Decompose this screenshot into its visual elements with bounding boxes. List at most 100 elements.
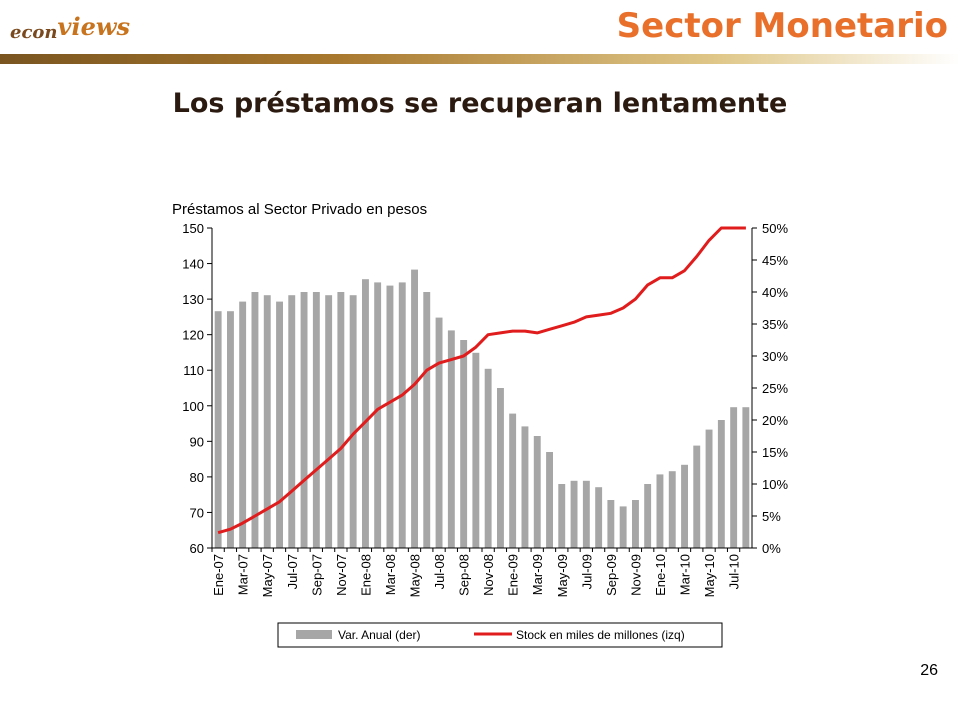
bar-Nov-09 [632,500,639,548]
axes-layer: 60 70 80 90 100 110 120 130 140 150 0% 5% 10% 15% 20% 2… [182,221,788,597]
line-layer [217,226,746,535]
bar-Mar-07 [239,301,247,548]
bar-Feb-08 [374,282,382,548]
left-tick-label: 140 [182,257,204,272]
bar-May-07 [263,295,271,548]
bar-Feb-07 [227,311,234,548]
bar-Dic-09 [644,484,652,548]
bar-Jun-09 [570,480,578,548]
x-tick-label: Jul-10 [727,554,742,589]
logo-prefix: econ [10,22,58,43]
bar-Jul-07 [288,295,296,548]
bar-May-09 [558,484,566,548]
x-tick-label: Jul-07 [285,554,300,589]
bar-Nov-08 [484,368,492,548]
left-tick-label: 90 [190,434,204,449]
x-tick-label: Mar-08 [383,554,398,595]
right-tick-label: 35% [762,317,788,332]
bar-Feb-09 [521,426,529,548]
section-title: Sector Monetario [616,6,948,46]
bar-Ene-09 [509,413,517,548]
left-tick-label: 130 [182,292,204,307]
bar-Dic-08 [497,388,504,548]
bar-Nov-07 [337,292,345,548]
right-tick-label: 0% [762,541,781,556]
x-tick-label: May-10 [702,554,717,597]
x-tick-label: Nov-09 [628,554,643,596]
bar-Ago-07 [300,292,308,548]
right-tick-label: 5% [762,509,781,524]
left-tick-label: 150 [182,221,204,236]
right-tick-label: 20% [762,413,788,428]
page-number: 26 [920,662,938,679]
bar-Ene-07 [214,311,222,548]
left-tick-label: 100 [182,399,204,414]
right-tick-label: 25% [762,381,788,396]
x-tick-label: Jul-09 [579,554,594,589]
bar-May-10 [705,429,713,548]
bar-Sep-09 [607,500,615,548]
bar-Jul-09 [582,480,590,548]
slide-title: Los préstamos se recuperan lentamente [172,88,788,119]
bar-Abr-07 [251,292,259,548]
bar-Ago-08 [447,330,455,548]
x-tick-label: Nov-08 [481,554,496,596]
bar-Jun-08 [423,292,431,548]
bar-Oct-07 [325,295,333,548]
econviews-logo: econviews [10,12,130,44]
bar-Oct-09 [619,506,627,548]
bar-Abr-10 [693,445,701,548]
x-tick-label: May-08 [408,554,423,597]
left-tick-label: 60 [190,541,204,556]
bar-Jul-08 [435,317,443,548]
x-tick-label: May-09 [555,554,570,597]
left-tick-label: 110 [183,363,204,378]
logo-suffix: views [57,12,131,41]
right-tick-label: 15% [762,445,788,460]
stock-line [217,226,746,535]
bar-Dic-07 [349,295,357,548]
x-tick-label: Sep-08 [457,554,472,596]
x-tick-label: May-07 [260,554,275,597]
bar-Ene-10 [656,474,664,548]
x-tick-label: Sep-09 [604,554,619,596]
legend-bar-swatch [296,630,332,639]
right-tick-label: 10% [762,477,788,492]
x-tick-label: Ene-07 [211,554,226,596]
x-tick-label: Sep-07 [309,554,324,596]
bar-Jun-10 [717,420,725,548]
bar-Ago-09 [595,487,603,548]
x-tick-label: Mar-09 [530,554,545,595]
bar-Mar-08 [386,285,394,548]
x-tick-label: Ene-10 [653,554,668,596]
chart-title: Préstamos al Sector Privado en pesos [172,201,427,218]
bars-layer [214,269,750,548]
x-tick-label: Ene-09 [506,554,521,596]
x-tick-label: Ene-08 [358,554,373,596]
bar-Jul-10 [730,407,738,548]
bar-Sep-07 [312,292,320,548]
bar-Abr-08 [398,282,406,548]
bar-Ene-08 [362,279,369,548]
x-tick-label: Nov-07 [334,554,349,596]
bar-Feb-10 [668,471,676,548]
right-tick-label: 40% [762,285,788,300]
right-tick-label: 50% [762,221,788,236]
legend: Var. Anual (der) Stock en miles de millo… [277,622,723,648]
x-tick-label: Mar-07 [236,554,251,595]
header-rule [0,54,960,64]
legend-line-label: Stock en miles de millones (izq) [516,628,685,642]
x-tick-label: Mar-10 [678,554,693,595]
left-tick-label: 70 [190,505,204,520]
legend-bar-label: Var. Anual (der) [338,628,421,642]
bar-Mar-10 [681,464,688,548]
bar-Ago-10 [742,407,750,548]
bar-Sep-08 [460,340,468,548]
left-tick-label: 80 [190,470,204,485]
bar-Oct-08 [472,352,480,548]
right-tick-label: 30% [762,349,788,364]
bar-Jun-07 [276,301,283,548]
right-tick-label: 45% [762,253,788,268]
left-tick-label: 120 [182,328,204,343]
